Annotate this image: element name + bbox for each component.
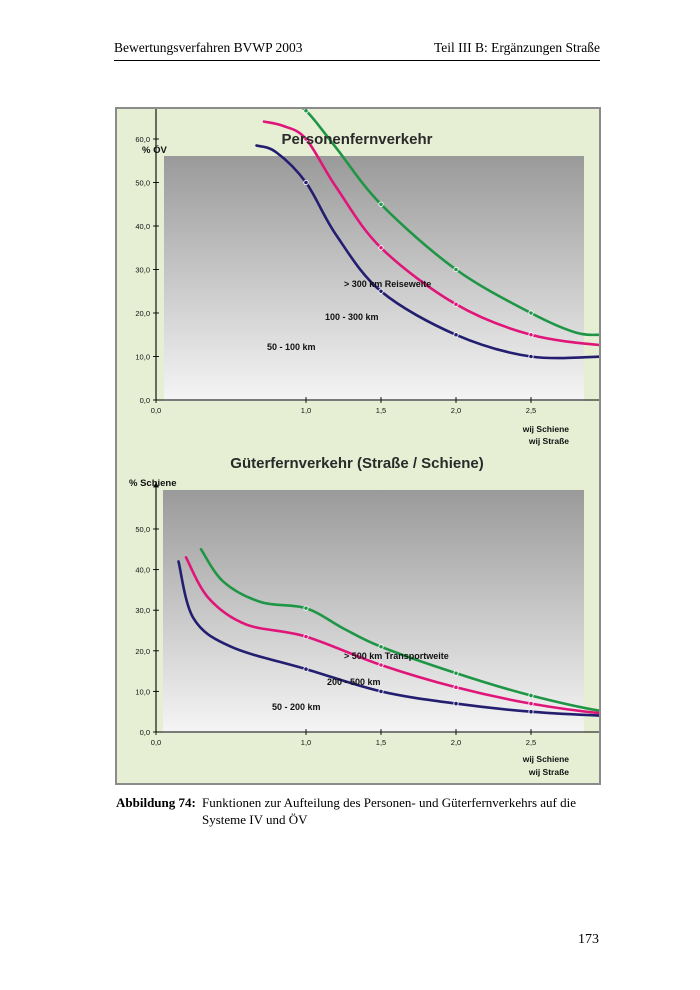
y-tick-label: 40,0 [135,566,150,575]
series-label: > 300 km Reiseweite [344,279,431,289]
x-tick-label: 2,5 [526,406,536,415]
series-line [255,144,599,360]
series-marker [378,201,384,207]
series-line [262,120,599,347]
x-tick-label: 2,5 [526,738,536,747]
y-tick-label: 20,0 [135,647,150,656]
header-left: Bewertungsverfahren BVWP 2003 [114,40,303,55]
series-line [199,548,599,712]
series-marker [528,709,534,715]
y-axis-arrow [153,482,159,488]
series-marker [453,684,459,690]
series-label: 100 - 300 km [325,312,379,322]
series-label: > 500 km Transportweite [344,651,449,661]
header-right: Teil III B: Ergänzungen Straße [433,40,600,55]
x-axis-label-top: wij Schiene [522,754,570,764]
plot-area [163,490,584,733]
series-label: 200 - 500 km [327,677,381,687]
series-marker [453,301,459,307]
x-tick-label: 0,0 [151,738,161,747]
y-tick-label: 50,0 [135,525,150,534]
charts-svg: Personenfernverkehr % ÖV 0,0 10,0 20,0 30,0 40… [129,109,599,777]
series-marker [303,179,309,186]
x-tick-label: 2,0 [451,738,461,747]
x-tick-label: 1,0 [301,738,311,747]
series-marker [528,692,534,699]
series-line [301,109,599,337]
x-tick-label: 1,0 [301,406,311,415]
y-tick-label: 0,0 [140,396,150,405]
series-label: 50 - 100 km [267,342,316,352]
series-marker [528,332,534,338]
x-tick-label: 1,5 [376,406,386,415]
figure-panel: Personenfernverkehr % ÖV 0,0 10,0 20,0 30,0 40… [115,107,601,785]
x-tick-label: 2,0 [451,406,461,415]
chart-title: Personenfernverkehr [282,131,433,148]
y-tick-label: 10,0 [135,353,150,362]
y-tick-label: 10,0 [135,687,150,696]
chart-2 [153,482,599,735]
x-axis-label-bottom: wij Straße [528,436,569,446]
series-marker [528,310,534,316]
y-tick-label: 30,0 [135,606,150,615]
series-label: 50 - 200 km [272,702,321,712]
y-tick-label: 20,0 [135,309,150,318]
x-tick-label: 0,0 [151,406,161,415]
y-tick-label: 50,0 [135,179,150,188]
series-marker [453,266,459,273]
caption-text: Funktionen zur Aufteilung des Personen- … [202,795,577,827]
y-axis-label: % Schiene [129,478,177,489]
series-marker [378,245,384,251]
series-marker [303,136,309,142]
x-axis-label-top: wij Schiene [522,424,570,434]
series-marker [303,605,309,611]
series-marker [303,109,309,114]
chart-title: Güterfernverkehr (Straße / Schiene) [230,455,483,472]
x-axis-label-bottom: wij Straße [528,767,569,777]
caption-label: Abbildung 74: [116,795,196,810]
y-tick-label: 60,0 [135,135,150,144]
series-marker [378,644,384,650]
x-tick-label: 1,5 [376,738,386,747]
series-marker [453,670,459,676]
series-marker [303,633,309,640]
series-marker [378,662,384,668]
series-marker [303,666,309,672]
series-marker [378,288,384,294]
series-marker [453,332,459,338]
series-marker [528,700,534,707]
series-marker [528,353,534,360]
series-marker [453,700,459,707]
series-marker [378,688,384,695]
page-header: Bewertungsverfahren BVWP 2003 Teil III B… [114,40,600,61]
y-tick-label: 0,0 [140,728,150,737]
y-tick-label: 30,0 [135,266,150,275]
y-axis-label: % ÖV [142,145,167,156]
y-tick-label: 40,0 [135,222,150,231]
page-number: 173 [578,932,599,947]
chart-1 [153,109,599,403]
